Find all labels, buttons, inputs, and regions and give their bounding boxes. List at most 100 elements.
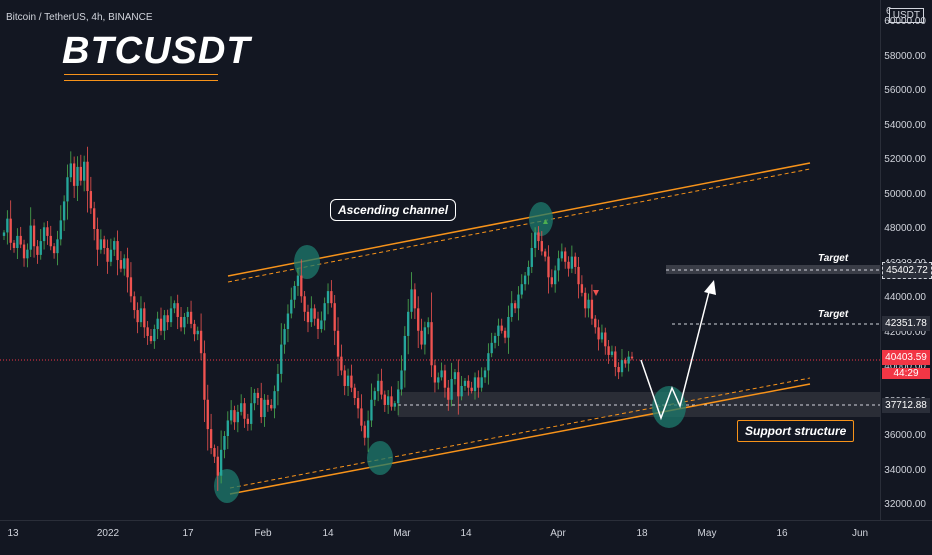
price-tick: 58000.00: [884, 50, 926, 62]
candle-body: [290, 299, 293, 314]
candle-body: [240, 403, 243, 412]
candle-body: [270, 404, 273, 409]
candle-body: [36, 246, 39, 255]
candle-body: [383, 394, 386, 405]
candle-body: [260, 398, 263, 418]
candle-body: [166, 315, 169, 323]
price-tick: 36000.00: [884, 430, 926, 441]
candle-body: [433, 365, 437, 383]
candle-body: [564, 251, 567, 262]
candle-body: [356, 398, 360, 409]
price-axis[interactable]: 32000.0034000.0036000.0038000.0040000.00…: [880, 0, 932, 520]
candle-body: [517, 294, 520, 309]
candle-body: [89, 191, 93, 209]
candle-body: [153, 329, 156, 342]
candle-body: [320, 320, 323, 330]
candle-body: [136, 310, 139, 323]
candle-body: [233, 410, 236, 423]
price-tick: 42000.00: [884, 326, 926, 338]
candle-body: [620, 360, 624, 373]
candle-body: [96, 229, 99, 250]
candle-body: [229, 410, 233, 421]
candle-body: [610, 351, 614, 355]
candle-body: [49, 235, 52, 247]
touch-point-highlight: [367, 441, 393, 475]
candle-body: [567, 261, 570, 269]
candle-body: [266, 399, 270, 405]
candle-body: [604, 332, 607, 347]
candle-body: [397, 389, 400, 404]
time-tick: Feb: [254, 528, 272, 539]
channel-lower-dashed: [229, 377, 811, 489]
time-tick: 13: [7, 528, 19, 539]
candle-body: [400, 370, 403, 390]
candle-body: [116, 241, 119, 261]
candle-body: [627, 356, 630, 364]
candle-body: [380, 380, 383, 395]
candle-body: [72, 163, 76, 186]
candle-body: [236, 411, 239, 423]
title-underline: [64, 80, 218, 81]
candle-body: [500, 325, 503, 331]
candle-body: [590, 299, 594, 319]
candle-body: [83, 161, 86, 181]
currency-badge[interactable]: USDT: [888, 8, 924, 23]
symbol-info[interactable]: Bitcoin / TetherUS, 4h, BINANCE: [6, 12, 153, 23]
candle-body: [129, 277, 133, 297]
candle-body: [209, 429, 213, 449]
title-underline: [64, 74, 218, 75]
time-tick: May: [697, 528, 717, 539]
candle-body: [560, 251, 564, 259]
time-tick: 14: [322, 528, 334, 539]
candle-body: [280, 344, 283, 374]
current-price: 40403.59: [882, 350, 930, 365]
candle-body: [510, 303, 513, 317]
candle-body: [62, 201, 66, 221]
candle-body: [143, 308, 146, 328]
candle-body: [196, 330, 199, 335]
candle-body: [99, 239, 103, 250]
candle-body: [256, 392, 260, 399]
candle-body: [323, 303, 326, 321]
candle-body: [156, 318, 159, 330]
time-tick: 16: [776, 528, 788, 539]
candle-body: [69, 163, 72, 178]
candle-body: [523, 275, 527, 285]
candle-body: [12, 242, 16, 248]
candle-body: [370, 399, 373, 421]
price-tick: 34000.00: [884, 464, 926, 476]
candle-body: [393, 403, 396, 407]
support-price: 37712.88: [882, 398, 930, 413]
time-tick: Apr: [550, 528, 566, 539]
channel-lower-line: [229, 383, 811, 495]
target-high-price: 45402.72: [882, 262, 932, 279]
candle-body: [533, 232, 537, 248]
candle-body: [66, 177, 69, 202]
candle-body: [313, 308, 316, 319]
candle-body: [427, 322, 430, 328]
price-tick: 44000.00: [884, 292, 926, 303]
candle-body: [93, 208, 96, 229]
candle-body: [520, 284, 523, 295]
candle-body: [6, 218, 9, 233]
candle-body: [223, 436, 226, 450]
candle-body: [296, 275, 300, 286]
candle-body: [109, 249, 113, 262]
target-label: Target: [818, 309, 849, 320]
candle-body: [183, 316, 186, 328]
candle-body: [376, 380, 380, 392]
candle-body: [163, 315, 166, 331]
candle-body: [336, 330, 340, 357]
candle-body: [276, 373, 280, 392]
candle-body: [527, 266, 530, 276]
candle-body: [39, 241, 42, 255]
candle-body: [273, 391, 276, 409]
candle-body: [554, 270, 557, 285]
candle-body: [453, 372, 457, 380]
candle-body: [417, 308, 420, 331]
candle-body: [353, 387, 356, 399]
time-tick: 14: [460, 528, 472, 539]
candle-body: [557, 258, 560, 271]
